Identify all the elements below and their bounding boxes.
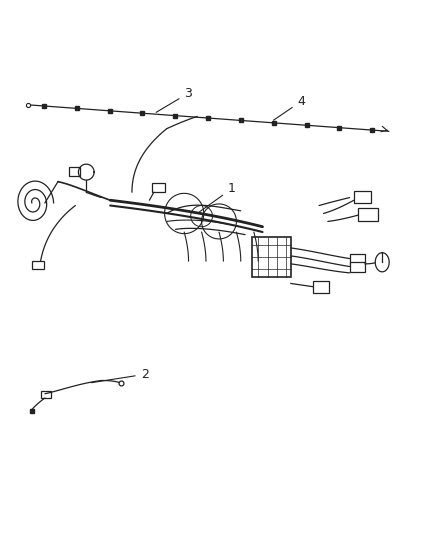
Text: 1: 1 [199, 182, 236, 212]
FancyBboxPatch shape [69, 167, 80, 176]
FancyBboxPatch shape [32, 261, 44, 269]
Text: 2: 2 [91, 368, 148, 383]
FancyBboxPatch shape [41, 391, 51, 398]
FancyBboxPatch shape [152, 183, 165, 192]
FancyBboxPatch shape [252, 237, 291, 277]
FancyBboxPatch shape [313, 281, 329, 293]
Text: 3: 3 [156, 87, 192, 112]
FancyBboxPatch shape [350, 262, 365, 272]
FancyBboxPatch shape [350, 254, 365, 264]
FancyBboxPatch shape [358, 208, 378, 221]
FancyBboxPatch shape [354, 191, 371, 203]
Text: 4: 4 [273, 95, 305, 120]
